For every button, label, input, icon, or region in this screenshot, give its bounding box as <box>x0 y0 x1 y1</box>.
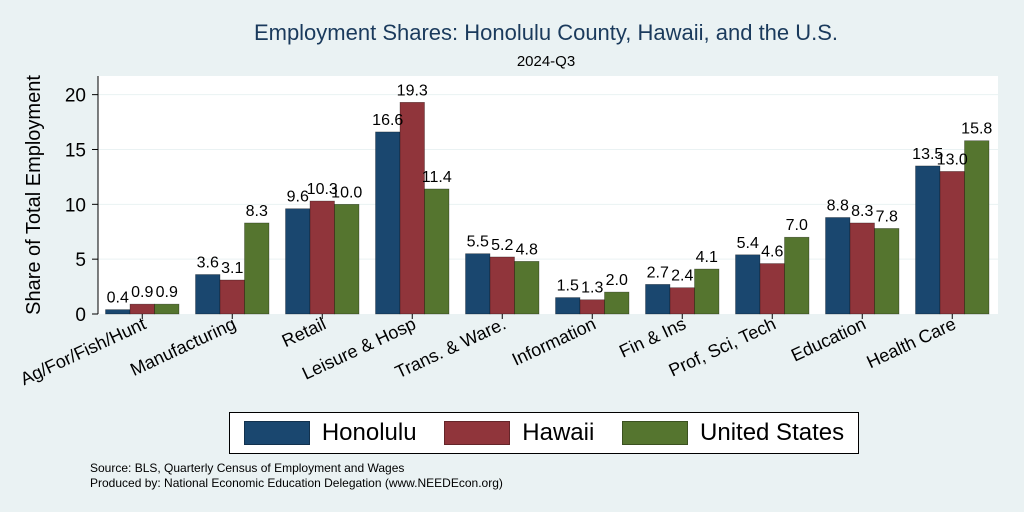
source-line: Source: BLS, Quarterly Census of Employm… <box>90 461 405 475</box>
y-tick-label: 10 <box>65 195 86 216</box>
data-label: 0.9 <box>156 284 178 301</box>
data-label: 2.4 <box>671 268 693 285</box>
bar <box>825 217 851 315</box>
bar <box>489 256 515 315</box>
legend-swatch-united-states <box>622 421 689 445</box>
data-label: 5.2 <box>491 237 513 254</box>
bar <box>424 188 450 315</box>
data-label: 0.9 <box>131 284 153 301</box>
data-label: 16.6 <box>372 112 403 129</box>
legend-label-honolulu: Honolulu <box>321 419 417 446</box>
y-tick-label: 0 <box>75 305 86 326</box>
x-tick-label: Information <box>509 313 599 369</box>
x-tick-label: Fin & Ins <box>616 313 689 361</box>
data-label: 8.3 <box>246 203 268 220</box>
legend-label-hawaii: Hawaii <box>522 419 595 446</box>
data-label: 8.8 <box>827 197 849 214</box>
legend-label-united-states: United States <box>700 419 845 446</box>
data-label: 3.1 <box>221 260 243 277</box>
chart-subtitle: 2024-Q3 <box>517 53 575 70</box>
data-label: 5.4 <box>737 235 759 252</box>
data-label: 4.8 <box>516 241 538 258</box>
bar <box>735 254 761 315</box>
data-label: 5.5 <box>467 234 489 251</box>
y-axis-label: Share of Total Employment <box>23 75 45 315</box>
data-label: 1.5 <box>557 278 579 295</box>
bar <box>285 208 311 315</box>
data-label: 2.7 <box>647 264 669 281</box>
legend-item-united-states: United States <box>622 419 844 447</box>
data-label: 1.3 <box>581 280 603 297</box>
produced-by-line: Produced by: National Economic Education… <box>90 476 503 490</box>
data-label: 0.4 <box>107 290 129 307</box>
bar <box>964 140 990 315</box>
bar <box>645 284 671 315</box>
data-label: 4.6 <box>761 244 783 261</box>
bars <box>105 102 990 315</box>
data-label: 9.6 <box>287 189 309 206</box>
bar <box>555 297 581 315</box>
y-tick-label: 15 <box>65 140 86 161</box>
legend: Honolulu Hawaii United States <box>229 412 859 454</box>
legend-item-hawaii: Hawaii <box>444 419 594 447</box>
bar <box>219 279 245 315</box>
y-axis: 0 5 10 15 20 <box>65 76 99 326</box>
bar <box>694 268 720 315</box>
bar <box>915 165 941 315</box>
bar <box>105 309 131 315</box>
data-label: 2.0 <box>606 272 628 289</box>
data-label: 13.0 <box>937 151 968 168</box>
data-label: 11.4 <box>422 169 452 186</box>
bar <box>874 228 900 315</box>
data-label: 10.0 <box>331 184 362 201</box>
data-label: 3.6 <box>197 255 219 272</box>
data-label: 4.1 <box>696 249 718 266</box>
x-tick-label: Retail <box>279 313 329 351</box>
bar <box>759 263 785 315</box>
bar <box>939 171 965 315</box>
x-tick-label: Health Care <box>863 313 959 372</box>
x-tick-label: Education <box>788 313 869 365</box>
bar <box>334 204 360 315</box>
chart-title: Employment Shares: Honolulu County, Hawa… <box>254 20 838 45</box>
bar <box>514 261 540 315</box>
legend-swatch-hawaii <box>444 421 511 445</box>
bar <box>669 287 695 315</box>
y-tick-label: 5 <box>75 250 86 271</box>
bar <box>375 131 401 315</box>
data-label: 10.3 <box>307 181 338 198</box>
bar <box>465 253 491 315</box>
data-labels: 0.4 0.9 0.93.6 3.18.39.610.310.016.619.311.… <box>107 82 993 306</box>
bar <box>784 236 810 315</box>
y-tick-label: 20 <box>65 86 86 107</box>
data-label: 7.8 <box>876 208 898 225</box>
bar <box>604 291 630 315</box>
data-label: 7.0 <box>786 217 808 234</box>
bar <box>579 299 605 315</box>
data-label: 15.8 <box>961 121 992 138</box>
bar <box>849 222 875 315</box>
bar <box>399 102 425 315</box>
legend-swatch-honolulu <box>243 421 310 445</box>
bar <box>244 222 270 315</box>
data-label: 13.5 <box>912 146 943 163</box>
source-note: Source: BLS, Quarterly Census of Employm… <box>90 461 503 491</box>
data-label: 19.3 <box>397 82 428 99</box>
data-label: 8.3 <box>851 203 873 220</box>
bar <box>195 274 221 315</box>
bar <box>129 303 155 315</box>
bar <box>154 303 180 315</box>
legend-item-honolulu: Honolulu <box>243 419 417 447</box>
bar <box>309 200 335 315</box>
